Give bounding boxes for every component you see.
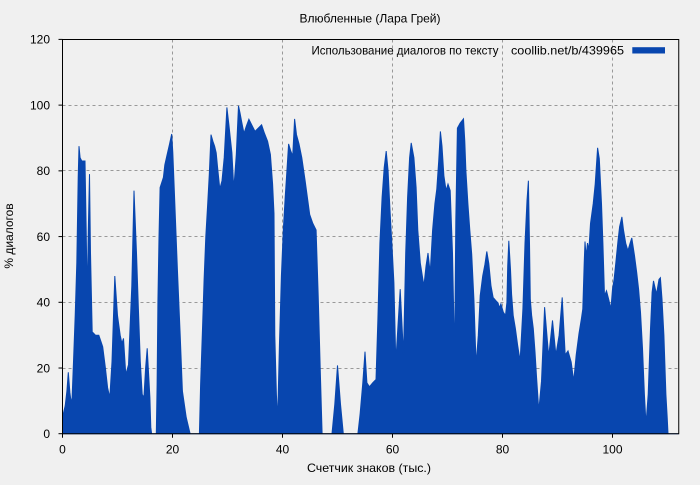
svg-text:100: 100 — [30, 98, 50, 112]
svg-text:0: 0 — [59, 443, 66, 457]
svg-text:40: 40 — [37, 296, 51, 310]
svg-text:Влюбленные (Лара Грей): Влюбленные (Лара Грей) — [300, 12, 441, 26]
svg-text:120: 120 — [30, 33, 50, 47]
svg-text:40: 40 — [276, 443, 290, 457]
svg-text:20: 20 — [166, 443, 180, 457]
svg-text:80: 80 — [37, 164, 51, 178]
svg-text:% диалогов: % диалогов — [2, 203, 16, 268]
svg-text:100: 100 — [602, 443, 622, 457]
svg-text:0: 0 — [43, 427, 50, 441]
svg-text:60: 60 — [386, 443, 400, 457]
svg-text:20: 20 — [37, 361, 51, 375]
svg-text:80: 80 — [496, 443, 510, 457]
svg-text:coollib.net/b/439965: coollib.net/b/439965 — [511, 43, 624, 57]
svg-text:60: 60 — [37, 230, 51, 244]
svg-text:Счетчик знаков (тыс.): Счетчик знаков (тыс.) — [307, 461, 431, 475]
svg-text:Использование диалогов по текс: Использование диалогов по тексту — [312, 43, 499, 57]
